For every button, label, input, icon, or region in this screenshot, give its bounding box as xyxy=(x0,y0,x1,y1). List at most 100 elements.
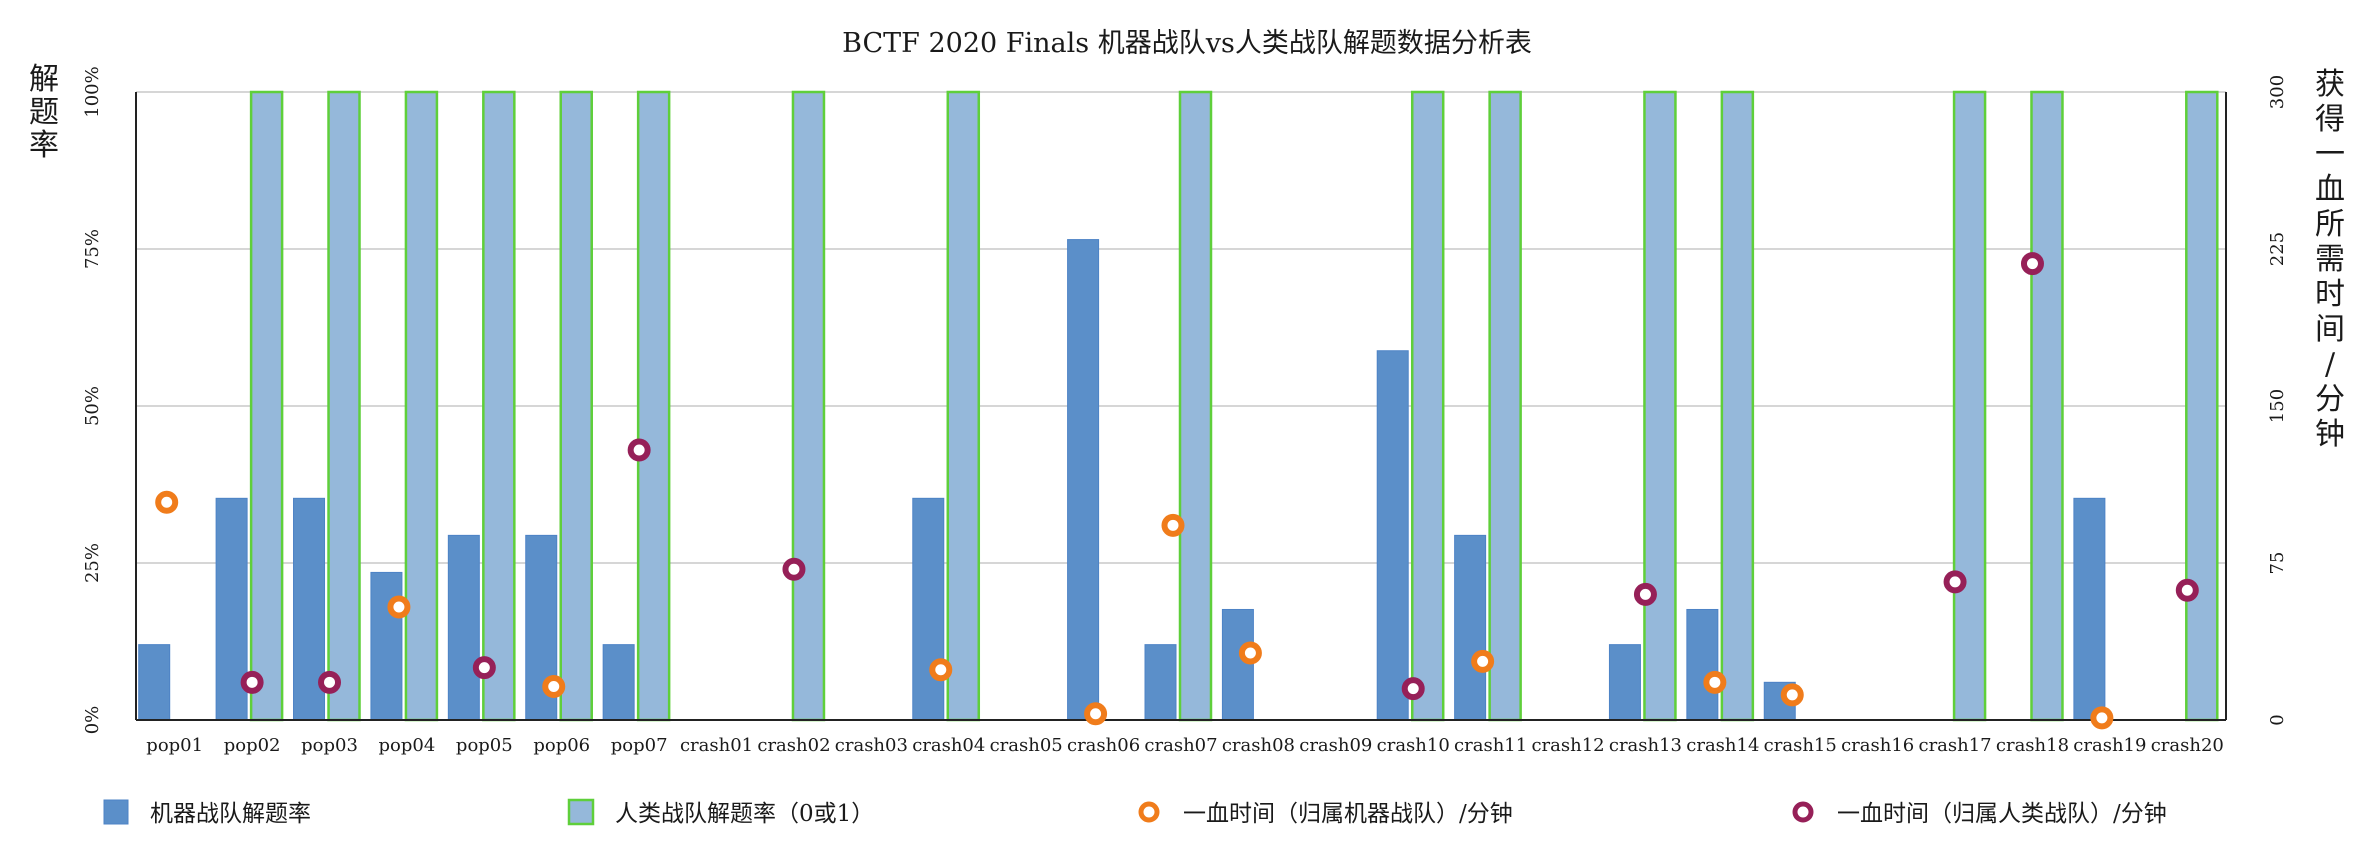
point-machine-first-blood xyxy=(542,675,566,699)
point-human-first-blood xyxy=(472,656,496,680)
bar-human xyxy=(1488,90,1522,722)
y-axis-title-left: 解题率 xyxy=(29,62,59,163)
legend-label: 机器战队解题率 xyxy=(150,801,311,827)
category-labels: pop01 pop02 pop03 pop04 pop05 pop06 pop07 crash… xyxy=(146,735,2224,756)
axis-title-char: 率 xyxy=(29,128,59,163)
x-tick-label: crash17 xyxy=(1918,735,1991,756)
bar-machine xyxy=(1376,350,1409,721)
axis-title-char: 所 xyxy=(2315,207,2345,242)
legend-marker xyxy=(1138,801,1160,823)
bar-machine xyxy=(602,644,635,721)
bar-human xyxy=(946,90,981,722)
legend-swatch xyxy=(567,798,595,826)
point-human-first-blood xyxy=(782,557,806,581)
bar-human xyxy=(249,90,284,722)
bar-human xyxy=(1410,90,1445,722)
x-tick-label: crash18 xyxy=(1996,735,2069,756)
point-machine-first-blood xyxy=(1471,649,1495,673)
y-tick-label: 0% xyxy=(82,706,103,735)
bar-machine xyxy=(447,534,480,721)
bar-machine xyxy=(2073,497,2106,721)
point-human-first-blood xyxy=(627,438,651,462)
legend-label: 人类战队解题率（0或1） xyxy=(615,801,874,827)
bar-machine xyxy=(1608,644,1641,721)
bar-human xyxy=(1178,90,1213,722)
point-machine-first-blood xyxy=(929,658,953,682)
axis-title-char: 分 xyxy=(2315,382,2345,417)
x-tick-label: crash20 xyxy=(2151,735,2224,756)
x-tick-label: crash02 xyxy=(757,735,830,756)
bar-machine xyxy=(1454,534,1487,721)
x-tick-label: crash19 xyxy=(2073,735,2146,756)
x-tick-label: crash12 xyxy=(1531,735,1604,756)
axis-title-char: / xyxy=(2325,347,2336,382)
axis-title-char: 时 xyxy=(2315,277,2345,312)
point-human-first-blood xyxy=(240,670,264,694)
point-human-first-blood xyxy=(2020,252,2044,276)
axis-title-char: 血 xyxy=(2315,172,2345,207)
y2-tick-label: 0 xyxy=(2267,714,2288,725)
bar-human xyxy=(1952,90,1987,722)
point-human-first-blood xyxy=(2175,578,2199,602)
axes xyxy=(135,92,2227,721)
bar-machine xyxy=(138,644,171,721)
x-tick-label: crash08 xyxy=(1222,735,1295,756)
x-tick-label: crash15 xyxy=(1764,735,1837,756)
bar-machine xyxy=(912,497,945,721)
y2-tick-label: 75 xyxy=(2267,552,2288,575)
x-tick-label: crash06 xyxy=(1067,735,1140,756)
x-tick-label: crash03 xyxy=(835,735,908,756)
x-tick-label: crash05 xyxy=(990,735,1063,756)
bar-human xyxy=(482,90,516,722)
y2-tick-label: 150 xyxy=(2267,389,2288,423)
x-tick-label: pop06 xyxy=(533,735,590,756)
y2-tick-label: 225 xyxy=(2267,232,2288,266)
point-machine-first-blood xyxy=(1703,670,1727,694)
point-human-first-blood xyxy=(1633,582,1657,606)
x-tick-label: crash11 xyxy=(1454,735,1527,756)
bar-machine xyxy=(1686,608,1719,721)
x-tick-label: crash13 xyxy=(1609,735,1682,756)
y2-tick-label: 300 xyxy=(2267,75,2288,109)
x-tick-label: crash04 xyxy=(912,735,985,756)
x-tick-label: crash14 xyxy=(1686,735,1759,756)
axis-title-char: 获 xyxy=(2315,67,2345,102)
bar-human xyxy=(2185,90,2219,722)
point-machine-first-blood xyxy=(2090,706,2114,730)
x-tick-label: crash01 xyxy=(680,735,753,756)
point-machine-first-blood xyxy=(1780,683,1804,707)
x-tick-label: crash09 xyxy=(1299,735,1372,756)
bar-machine xyxy=(1144,644,1177,721)
x-tick-label: pop01 xyxy=(146,735,203,756)
bar-human xyxy=(2030,90,2064,722)
axis-title-char: 需 xyxy=(2315,242,2345,277)
bar-human xyxy=(559,90,593,722)
x-tick-label: crash16 xyxy=(1841,735,1914,756)
point-human-first-blood xyxy=(318,670,342,694)
y-tick-label: 25% xyxy=(82,543,103,583)
bar-human xyxy=(327,90,361,722)
chart-title: BCTF 2020 Finals 机器战队vs人类战队解题数据分析表 xyxy=(842,28,1532,59)
bar-machine xyxy=(1221,608,1254,721)
x-tick-label: pop07 xyxy=(611,735,668,756)
point-human-first-blood xyxy=(1401,677,1425,701)
y-tick-label: 100% xyxy=(82,66,103,117)
legend-marker xyxy=(1792,801,1814,823)
axis-title-char: 间 xyxy=(2315,312,2345,347)
tick-labels: 0% 25% 50% 75% 100% 0 75 150 225 300 xyxy=(82,66,2288,734)
bar-human xyxy=(1720,90,1755,722)
axis-title-char: 得 xyxy=(2315,102,2345,137)
x-tick-label: pop05 xyxy=(456,735,513,756)
point-machine-first-blood xyxy=(1161,513,1185,537)
y-tick-label: 75% xyxy=(82,229,103,269)
legend-label: 一血时间（归属机器战队）/分钟 xyxy=(1183,801,1513,827)
bar-human xyxy=(636,90,671,722)
point-human-first-blood xyxy=(1943,570,1967,594)
axis-title-char: 一 xyxy=(2315,137,2345,172)
axis-title-char: 题 xyxy=(29,95,59,130)
bar-machine xyxy=(1067,239,1100,721)
point-machine-first-blood xyxy=(1238,641,1262,665)
legend-swatch xyxy=(103,799,129,825)
